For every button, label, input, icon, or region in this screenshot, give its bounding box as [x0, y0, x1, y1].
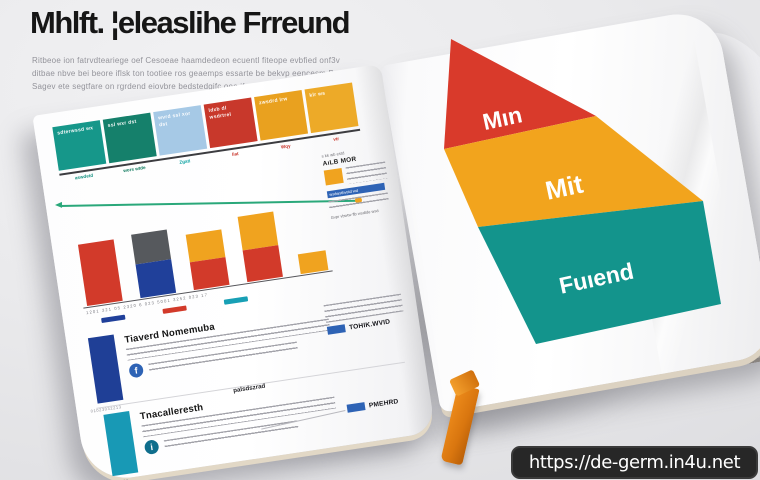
section-color-bar: [103, 411, 139, 477]
bar: [185, 229, 230, 291]
left-page-content: sdterwssd wx ssl wxr dst wvrd ssl xor ds…: [32, 64, 435, 480]
timeline-block: ssl wxr dst: [102, 112, 157, 164]
tag-row: PMEHRD: [346, 393, 429, 413]
page-title: Mhlft. ¦eleaslihe Frreund: [30, 5, 351, 40]
tag-label: PMEHRD: [368, 397, 399, 409]
timeline-block: klr ws: [304, 82, 359, 134]
pyramid-level-top: [444, 39, 596, 149]
tag-swatch: [346, 402, 366, 413]
bar-segment: [237, 211, 279, 251]
section-overline: palsdszrad: [232, 382, 266, 395]
section-side-note: TOHIK.WVID: [323, 293, 410, 335]
facebook-icon: f: [128, 362, 145, 379]
legend-dash-teal: [223, 296, 249, 305]
pyramid-diagram: Mın Mit Fuıend: [444, 39, 721, 344]
arrow-head-icon: [54, 201, 63, 209]
section-side-note: PMEHRD: [346, 389, 429, 413]
tag-label: TOHIK.WVID: [348, 317, 391, 332]
aside-column: s kk wb estd AıLB MOR wsdwstbvstd wd Gvp…: [321, 144, 396, 221]
timeline-block: sdterwssd wx: [52, 120, 107, 171]
timeline-block: wvrd ssl xor dst: [153, 105, 208, 156]
timeline-block: ldxb dl wsdrtrel: [203, 97, 258, 149]
subtitle-line-2: ditbae nbve bei beore iflsk ton tootiee …: [32, 69, 348, 79]
subtitle: Ritbeoe ion fatrvdteariege oef Cesoeae h…: [32, 54, 402, 94]
book-left-page: sdterwssd wx ssl wxr dst wvrd ssl xor ds…: [32, 64, 436, 480]
pyramid-level-middle: [444, 116, 703, 227]
subtitle-line-3: Sagev ete segtfare on rgrdend eiovbre be…: [32, 82, 273, 92]
bar-segment: [135, 259, 177, 299]
aside-swatch: [323, 167, 344, 186]
subtitle-line-1: Ritbeoe ion fatrvdteariege oef Cesoeae h…: [32, 56, 341, 65]
bar: [237, 211, 283, 283]
bar-segment: [77, 239, 123, 307]
section-color-bar: [87, 334, 124, 404]
bar: [131, 229, 177, 299]
info-icon: i: [143, 439, 160, 456]
timeline-block: zwsdrd lrw: [254, 89, 309, 141]
bar-segment: [189, 257, 230, 291]
bar-segment: [242, 245, 283, 283]
legend-dash-navy: [101, 314, 126, 323]
bar: [77, 239, 123, 307]
tag-swatch: [326, 324, 346, 335]
watermark-url: https://de-germ.in4u.net: [511, 446, 758, 479]
aside-text-lines: [345, 161, 388, 185]
legend-dash-red: [162, 305, 187, 314]
pyramid-level-bottom: [478, 201, 721, 344]
